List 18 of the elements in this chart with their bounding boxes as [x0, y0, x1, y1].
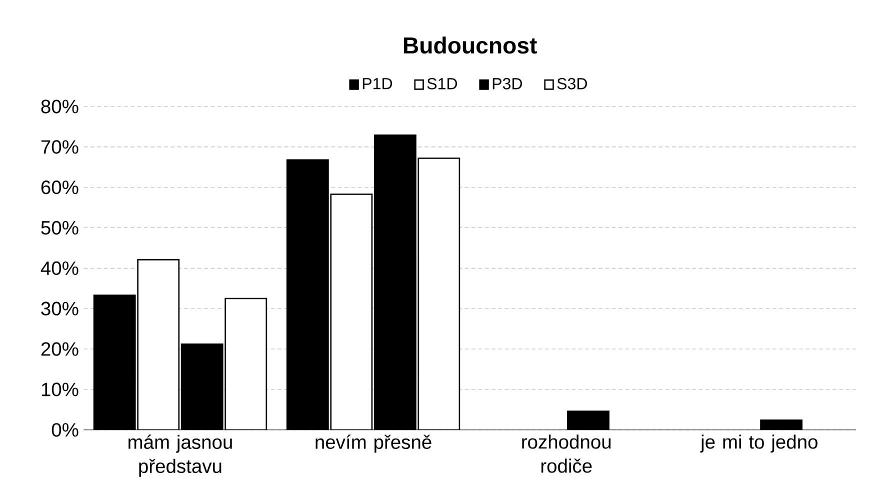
legend-label: P1D [362, 78, 392, 90]
y-tick-label: 10% [42, 382, 78, 396]
x-tick-label: je mi to jedno [700, 434, 818, 453]
y-tick-label: 30% [41, 302, 78, 316]
legend-label: S3D [557, 78, 587, 90]
legend-label: S1D [427, 78, 458, 90]
x-tick-label: rozhodnou rodiče [522, 434, 611, 473]
legend-label: P3D [492, 78, 522, 90]
x-tick-label: mám jasnou představu [128, 434, 232, 477]
y-tick-label: 50% [41, 220, 78, 235]
y-tick-label: 80% [41, 100, 78, 114]
y-tick-label: 40% [40, 261, 78, 275]
x-tick-label: nevím přesně [316, 434, 432, 453]
y-tick-label: 60% [41, 180, 78, 194]
chart-title: Budoucnost [404, 36, 537, 54]
y-tick-label: 70% [41, 140, 78, 154]
y-tick-label: 20% [41, 342, 78, 356]
y-tick-label: 0% [52, 423, 78, 437]
